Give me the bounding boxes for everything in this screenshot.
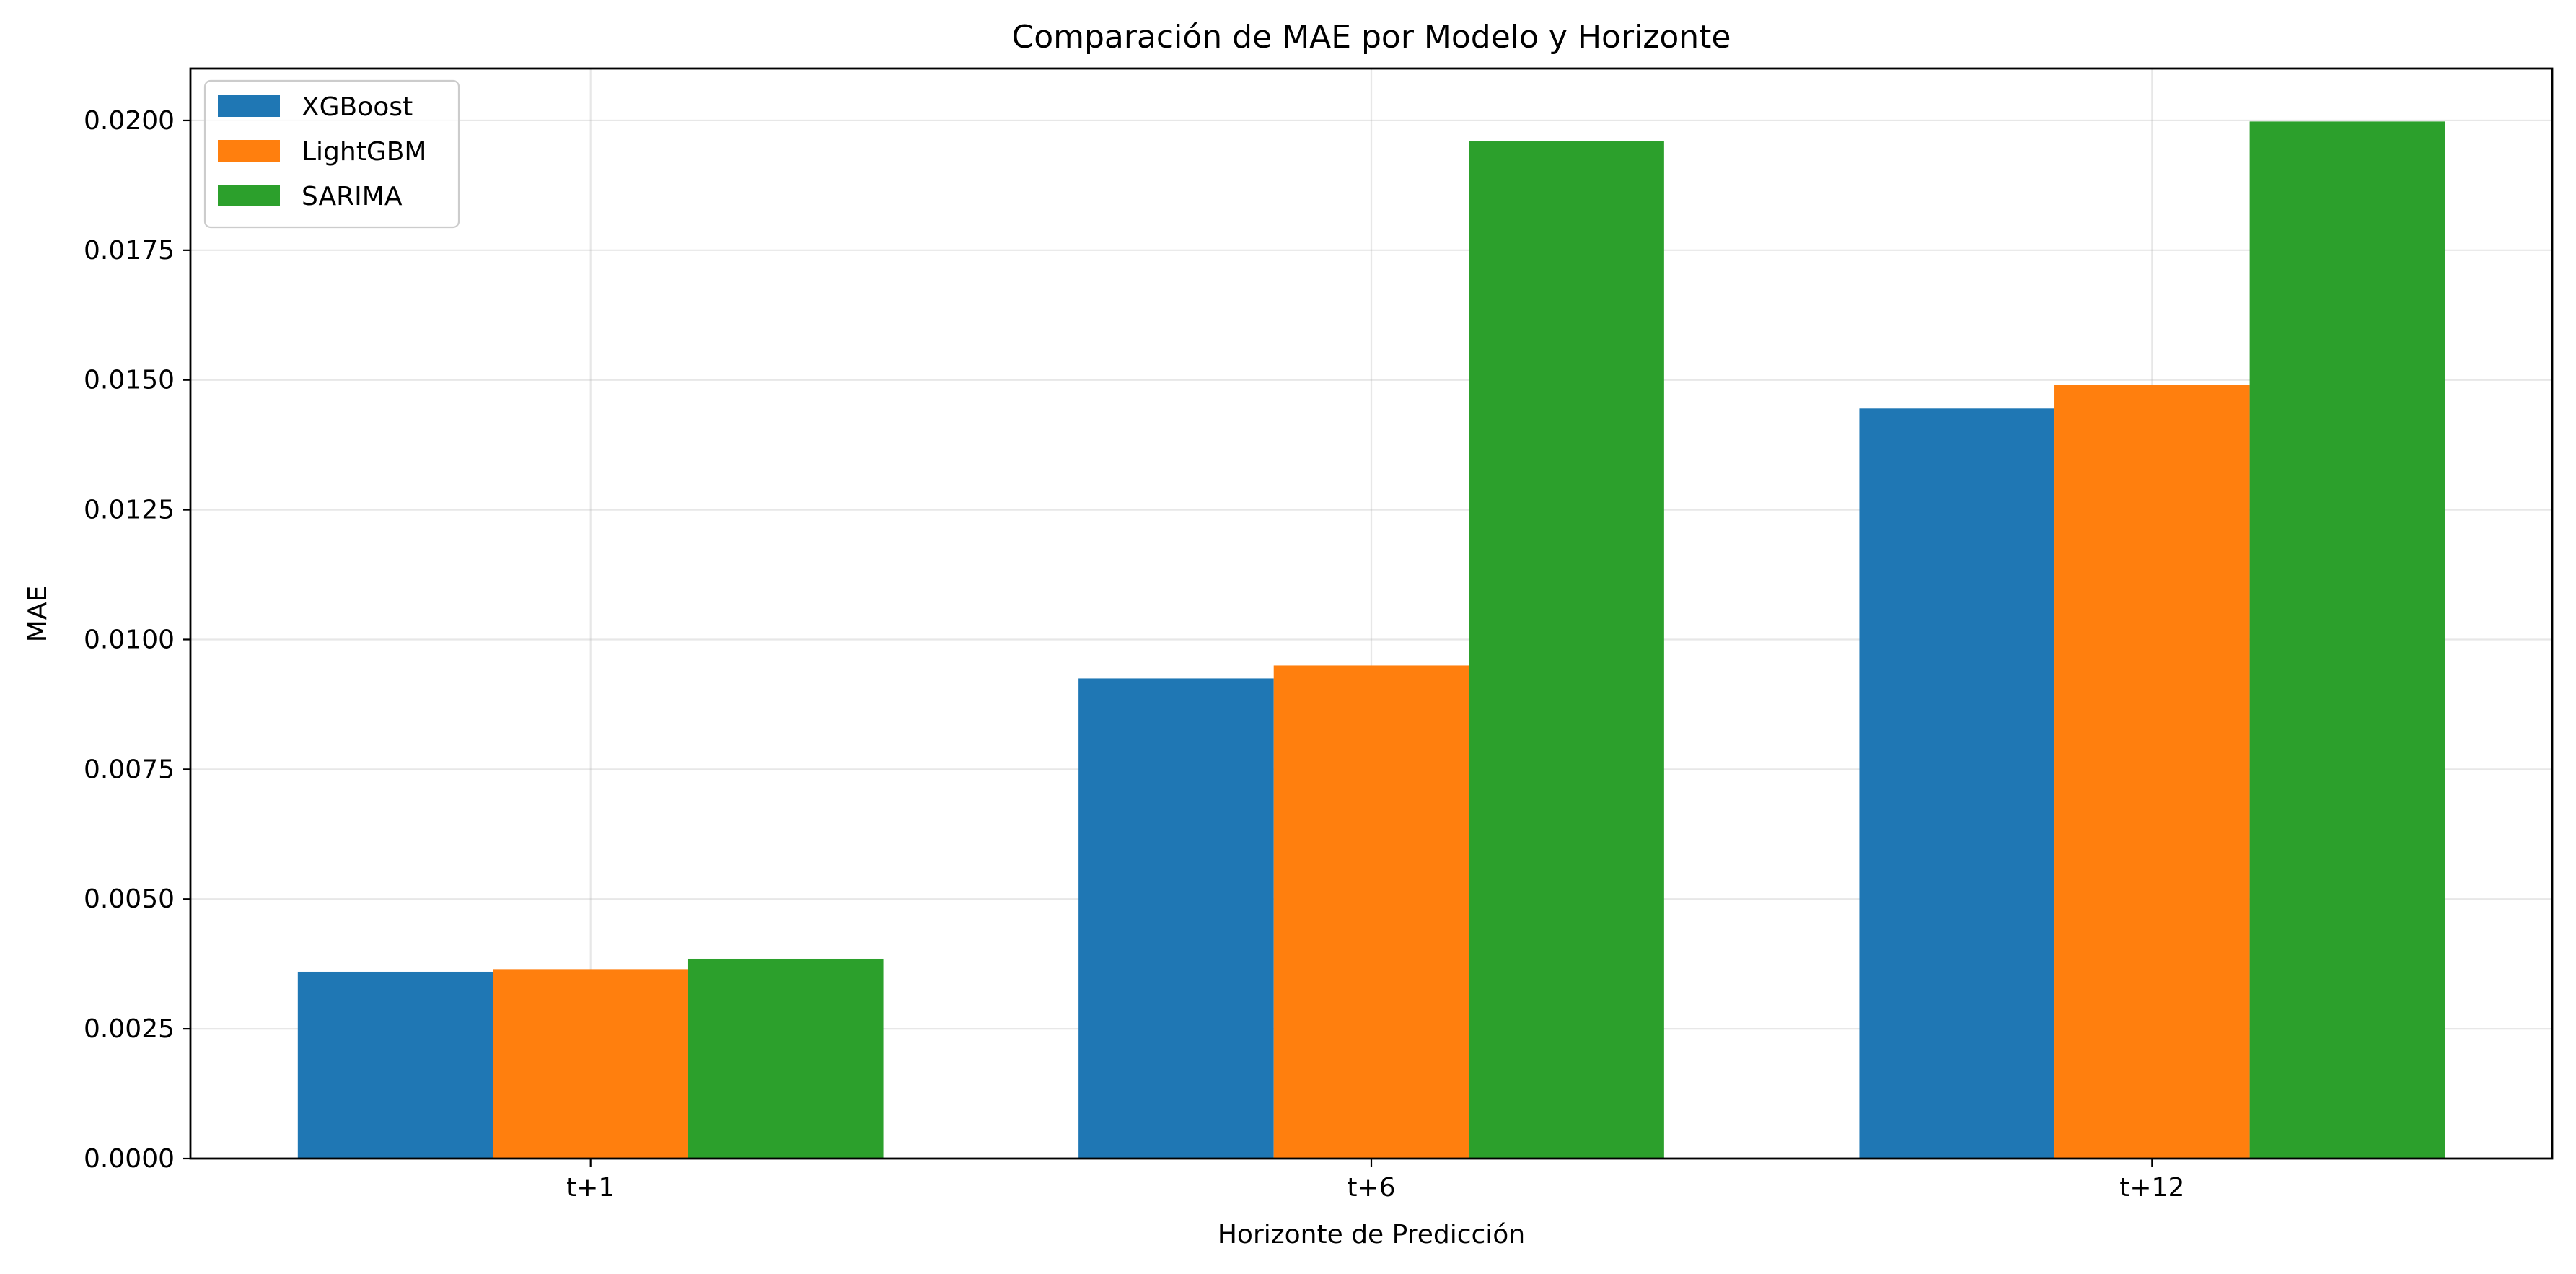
y-tick-label: 0.0175 [84,236,175,265]
x-tick-label: t+12 [2119,1173,2184,1203]
x-axis-label: Horizonte de Predicción [1218,1220,1525,1249]
y-tick-label: 0.0150 [84,366,175,395]
y-tick-label: 0.0125 [84,496,175,525]
y-axis-label: MAE [23,586,53,642]
legend-label-sarima: SARIMA [302,182,403,211]
legend-swatch-lightgbm [218,140,280,162]
y-tick-label: 0.0075 [84,755,175,784]
legend-swatch-sarima [218,185,280,206]
bar-xgboost-t+6 [1078,678,1274,1159]
bars [297,121,2445,1159]
y-tick-label: 0.0025 [84,1014,175,1044]
legend-swatch-xgboost [218,95,280,117]
bar-lightgbm-t+12 [2054,385,2250,1159]
y-axis: 0.0000 0.0025 0.0050 0.0075 0.0100 0.0125 0.01… [84,106,190,1174]
bar-sarima-t+1 [687,958,884,1159]
y-tick-label: 0.0100 [84,625,175,654]
x-tick-label: t+1 [566,1173,615,1203]
x-tick-label: t+6 [1347,1173,1395,1203]
bar-sarima-t+6 [1469,141,1664,1159]
legend: XGBoost LightGBM SARIMA [203,79,460,229]
bar-sarima-t+12 [2249,121,2445,1159]
bar-xgboost-t+12 [1859,408,2055,1159]
legend-label-lightgbm: LightGBM [302,137,427,167]
chart-title: Comparación de MAE por Modelo y Horizont… [1011,19,1731,56]
bar-lightgbm-t+1 [493,969,688,1159]
legend-label-xgboost: XGBoost [302,92,413,122]
bar-xgboost-t+1 [297,971,493,1159]
y-tick-label: 0.0200 [84,106,175,136]
y-tick-label: 0.0000 [84,1144,175,1174]
x-axis: t+1 t+6 t+12 [566,1159,2184,1203]
y-tick-label: 0.0050 [84,884,175,914]
bar-lightgbm-t+6 [1273,665,1469,1159]
plot-frame [189,67,2554,1160]
